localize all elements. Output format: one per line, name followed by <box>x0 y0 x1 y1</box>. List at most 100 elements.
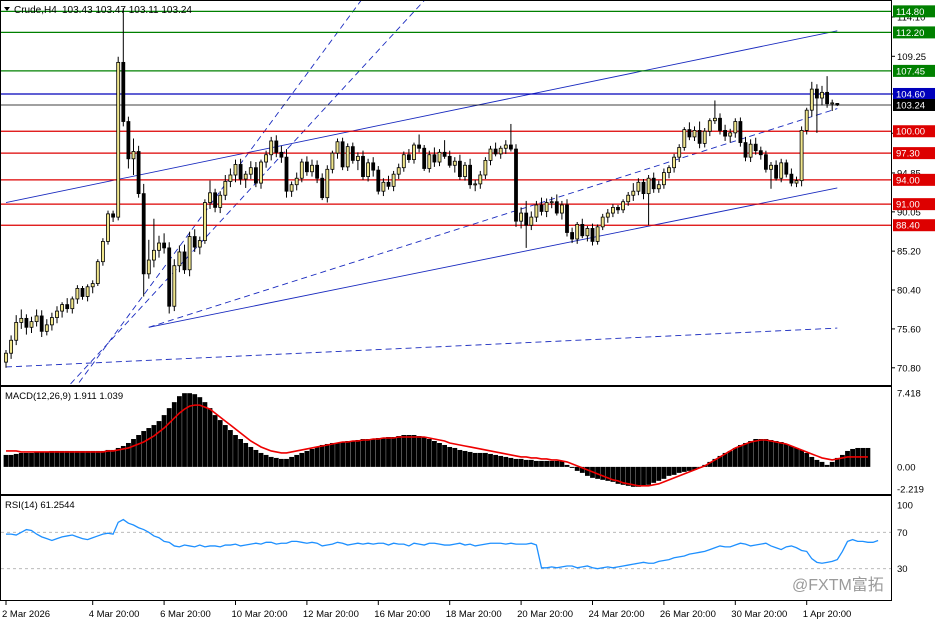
macd-bar <box>834 457 840 467</box>
macd-bar <box>615 466 621 484</box>
candle-body <box>519 212 523 222</box>
candle-body <box>106 213 110 242</box>
candle-body <box>468 164 473 186</box>
macd-bar <box>197 397 203 467</box>
candle-body <box>723 130 727 137</box>
candle <box>44 319 49 336</box>
macd-bar <box>115 447 121 467</box>
macd-bar <box>222 425 228 467</box>
candle <box>758 146 763 160</box>
candle <box>406 149 411 163</box>
candle <box>600 213 605 231</box>
macd-bar <box>738 444 743 467</box>
macd-bar <box>574 466 580 471</box>
candle <box>809 81 814 117</box>
triangle-down-icon[interactable] <box>4 7 10 11</box>
price-tick-label: 90.05 <box>897 207 921 218</box>
macd-bar <box>294 454 300 467</box>
candle-body <box>131 151 136 160</box>
macd-bar <box>146 428 152 467</box>
candle-body <box>371 162 376 171</box>
macd-bar <box>676 466 682 473</box>
candle <box>259 159 263 189</box>
candle-body <box>320 177 325 199</box>
candle-body <box>406 154 411 160</box>
macd-bar <box>421 437 427 467</box>
candle-body <box>304 161 309 173</box>
candle-body <box>774 164 778 179</box>
macd-bar <box>636 466 641 487</box>
macd-bar <box>39 451 45 467</box>
candle-body <box>335 141 340 154</box>
candle <box>371 157 376 177</box>
candle-body <box>478 174 483 185</box>
candle <box>585 226 590 242</box>
macd-bar <box>651 466 657 483</box>
macd-bar <box>544 460 549 467</box>
candle-body <box>376 169 381 192</box>
candle <box>667 165 671 179</box>
macd-bar <box>493 454 498 467</box>
candle <box>815 84 819 133</box>
candle <box>743 136 748 162</box>
macd-bar <box>727 450 733 467</box>
candle-body <box>355 155 360 161</box>
macd-bar <box>687 466 692 471</box>
candle-body <box>427 154 432 169</box>
candle-body <box>9 339 14 354</box>
macd-bar <box>732 447 738 467</box>
candle-body <box>488 148 493 161</box>
current-price-tag <box>893 98 935 111</box>
candle <box>299 158 304 183</box>
candle-body <box>4 352 8 363</box>
price-tick-label: 75.60 <box>897 324 921 335</box>
candle-body <box>544 202 549 212</box>
candle <box>447 150 452 168</box>
macd-bar <box>59 450 65 467</box>
macd-bar <box>263 454 269 467</box>
candle-body <box>50 317 54 326</box>
candle <box>279 145 284 163</box>
macd-bar <box>391 437 396 467</box>
candle-body <box>580 224 585 237</box>
macd-bar <box>233 435 238 467</box>
candle <box>101 238 105 266</box>
candle <box>106 210 110 245</box>
macd-bar <box>340 441 345 467</box>
main-pane <box>0 0 892 386</box>
candle <box>233 159 238 183</box>
candle <box>126 116 131 169</box>
candle <box>483 157 488 180</box>
candle <box>488 145 493 166</box>
candle-body <box>264 154 269 163</box>
candle <box>9 335 14 359</box>
candle <box>177 245 182 273</box>
macd-bar <box>472 452 478 467</box>
candle-body <box>70 298 75 310</box>
candle-body <box>243 173 248 180</box>
candle <box>14 315 19 346</box>
candle-body <box>417 144 422 149</box>
candle <box>111 210 115 222</box>
candle-body <box>279 151 284 158</box>
candle-body <box>549 201 554 204</box>
macd-bar <box>671 466 677 475</box>
macd-bar <box>386 437 391 467</box>
candle-body <box>565 204 569 233</box>
level-tag-label: 114.80 <box>896 7 924 18</box>
candle <box>651 172 656 193</box>
rsi-title: RSI(14) 61.2544 <box>5 500 75 511</box>
candle-body <box>764 154 768 170</box>
candle-body <box>585 228 590 237</box>
macd-bar <box>620 466 626 485</box>
trendline <box>5 327 838 368</box>
candle <box>697 121 702 149</box>
macd-bar <box>406 435 412 467</box>
macd-bar <box>416 436 422 467</box>
rsi-tick-label: 30 <box>897 564 908 575</box>
macd-bar <box>783 443 789 467</box>
candle-body <box>412 144 416 160</box>
macd-pane <box>0 386 892 495</box>
candle-body <box>223 181 228 196</box>
price-tick-label: 70.80 <box>897 363 921 374</box>
